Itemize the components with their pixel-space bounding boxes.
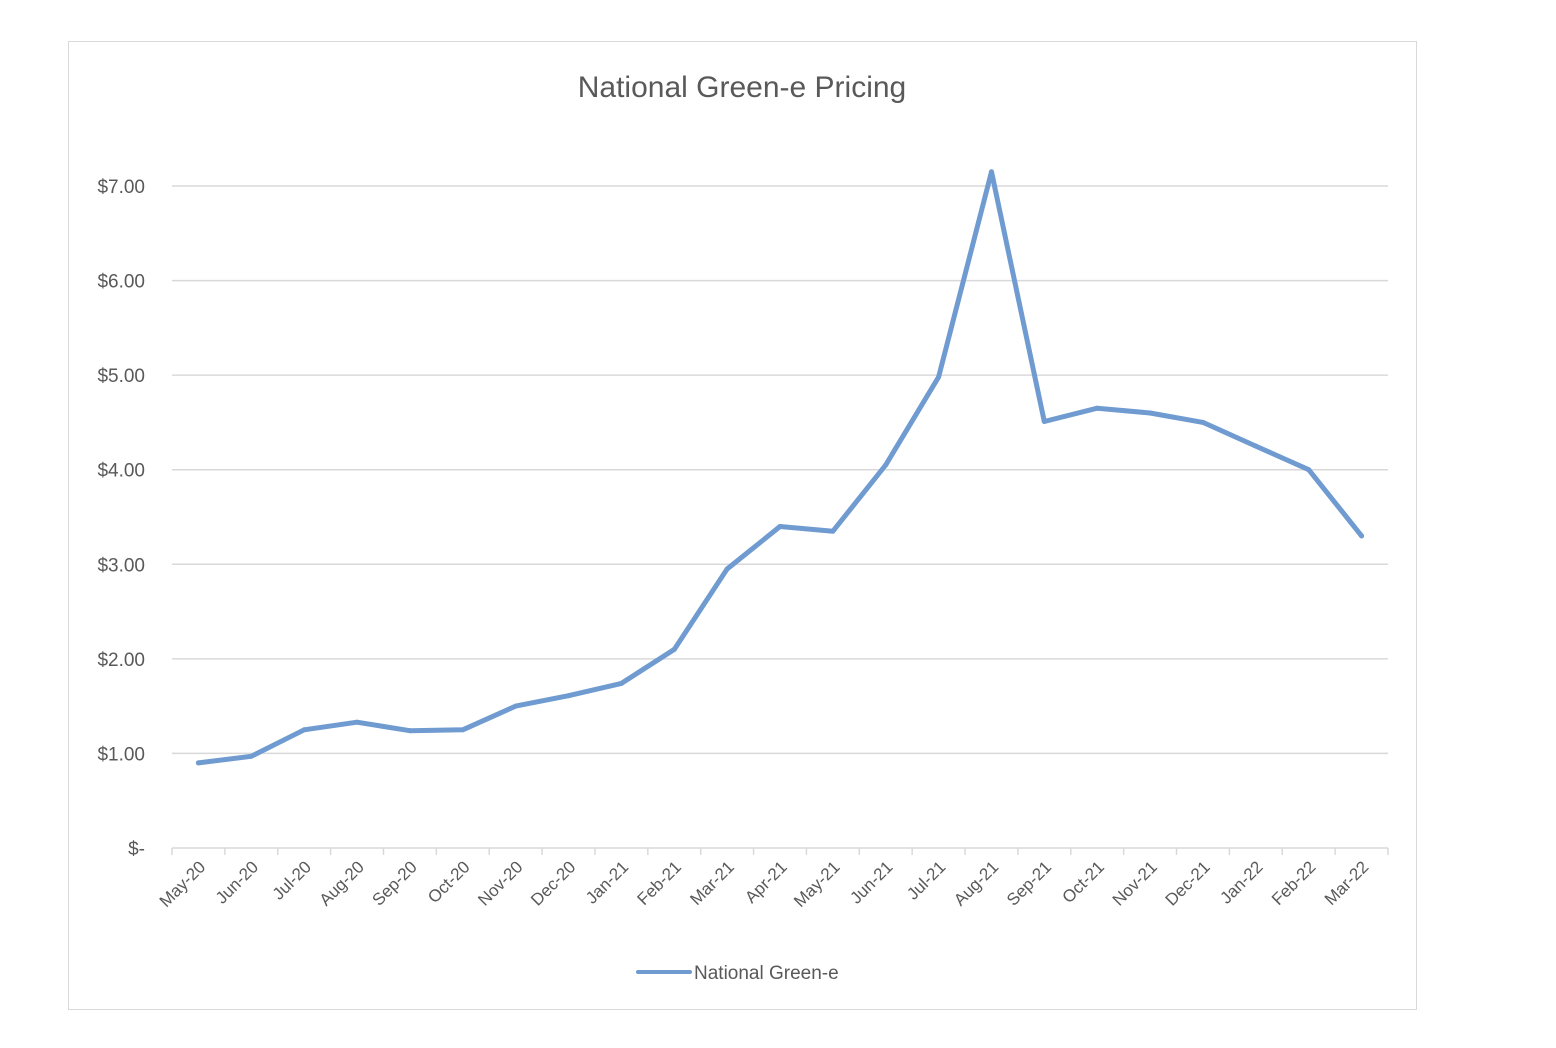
x-tick-label: Jul-21 bbox=[903, 857, 949, 903]
data-point bbox=[1306, 467, 1311, 472]
x-tick-label: Nov-20 bbox=[474, 857, 526, 909]
data-point bbox=[672, 647, 677, 652]
x-tick-label: Aug-21 bbox=[950, 857, 1002, 909]
y-tick-label: $1.00 bbox=[97, 744, 145, 765]
x-tick-label: May-21 bbox=[790, 857, 844, 911]
y-axis: $- $1.00 $2.00 $3.00 $4.00 $5.00 $6.00 $7.00 bbox=[97, 177, 145, 860]
y-tick-label: $6.00 bbox=[97, 272, 145, 293]
x-tick-label: Feb-22 bbox=[1268, 857, 1320, 909]
data-point bbox=[1095, 406, 1100, 411]
x-axis: May-20 Jun-20 Jul-20 Aug-20 Sep-20 Oct-20 Nov-… bbox=[156, 848, 1388, 911]
x-tick-label: Sep-20 bbox=[369, 857, 421, 909]
x-tick-label: Jun-20 bbox=[212, 857, 262, 907]
x-tick-label: Mar-22 bbox=[1321, 857, 1373, 909]
data-point bbox=[830, 529, 835, 534]
x-tick-label: Mar-21 bbox=[686, 857, 738, 909]
data-point bbox=[725, 567, 730, 572]
x-tick-label: May-20 bbox=[156, 857, 210, 911]
x-tick-label: Feb-21 bbox=[634, 857, 686, 909]
legend-label: National Green-e bbox=[694, 963, 839, 984]
data-point bbox=[1200, 420, 1205, 425]
data-point bbox=[883, 462, 888, 467]
gridlines bbox=[172, 186, 1388, 753]
data-point bbox=[566, 693, 571, 698]
x-tick-label: Oct-20 bbox=[424, 857, 474, 907]
data-point bbox=[249, 754, 254, 759]
data-point bbox=[936, 375, 941, 380]
x-tick-label: Oct-21 bbox=[1059, 857, 1109, 907]
data-point bbox=[1359, 533, 1364, 538]
x-tick-label: Jul-20 bbox=[269, 857, 315, 903]
y-tick-label: $3.00 bbox=[97, 555, 145, 576]
data-point bbox=[196, 760, 201, 765]
y-tick-label: $4.00 bbox=[97, 461, 145, 482]
data-point bbox=[302, 727, 307, 732]
x-tick-label: Apr-21 bbox=[741, 857, 791, 907]
x-tick-label: Jan-22 bbox=[1216, 857, 1266, 907]
x-tick-label: Sep-21 bbox=[1003, 857, 1055, 909]
legend: National Green-e bbox=[638, 963, 839, 984]
series-group bbox=[196, 169, 1364, 765]
data-point bbox=[1148, 410, 1153, 415]
data-point bbox=[778, 524, 783, 529]
data-point bbox=[1253, 444, 1258, 449]
data-point bbox=[989, 169, 994, 174]
data-point bbox=[1042, 419, 1047, 424]
y-tick-label: $2.00 bbox=[97, 650, 145, 671]
x-tick-label: Jan-21 bbox=[582, 857, 632, 907]
x-tick-label: Dec-21 bbox=[1162, 857, 1214, 909]
y-tick-label: $- bbox=[128, 839, 145, 860]
y-tick-label: $7.00 bbox=[97, 177, 145, 198]
series-line bbox=[198, 172, 1361, 763]
x-tick-label: Aug-20 bbox=[316, 857, 368, 909]
data-point bbox=[355, 720, 360, 725]
y-tick-label: $5.00 bbox=[97, 366, 145, 387]
data-point bbox=[407, 728, 412, 733]
data-point bbox=[619, 681, 624, 686]
x-tick-label: Nov-21 bbox=[1109, 857, 1161, 909]
x-tick-label: Dec-20 bbox=[527, 857, 579, 909]
data-point bbox=[513, 704, 518, 709]
chart-title: National Green-e Pricing bbox=[578, 71, 907, 104]
data-point bbox=[460, 727, 465, 732]
x-tick-label: Jun-21 bbox=[846, 857, 896, 907]
